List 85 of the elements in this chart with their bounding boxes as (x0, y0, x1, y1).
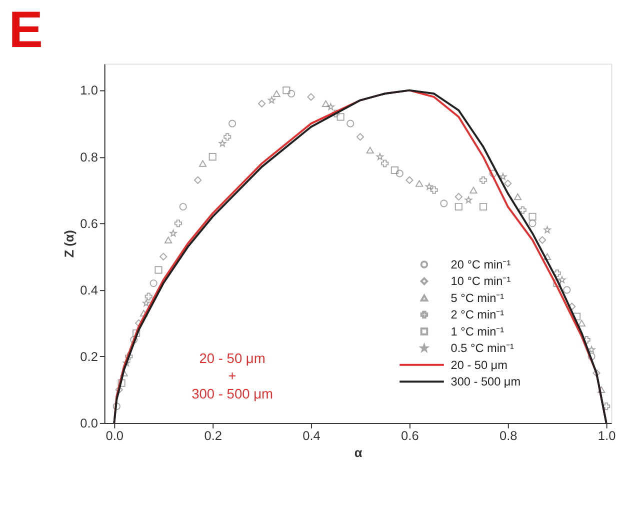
point (558, 276, 566, 284)
legend-label: 20 - 50 μm (450, 358, 508, 372)
point (376, 153, 384, 160)
point (440, 200, 448, 208)
point (258, 100, 266, 108)
point (208, 153, 216, 161)
point (479, 202, 488, 211)
point (224, 133, 232, 141)
point (160, 252, 168, 260)
point (282, 86, 290, 94)
point (194, 176, 202, 184)
y-tick-label: 0.4 (80, 282, 98, 298)
point (346, 120, 354, 128)
x-tick-label: 0.4 (302, 428, 320, 444)
point (112, 402, 120, 410)
y-tick-label: 0.0 (80, 415, 98, 430)
point (588, 346, 596, 353)
point (179, 202, 187, 211)
legend-label: 20 °C min⁻¹ (450, 257, 511, 272)
point (518, 206, 526, 214)
point (150, 279, 158, 288)
point (464, 196, 472, 204)
annotation: 20 - 50 μm + 300 - 500 μm (192, 350, 273, 402)
point (164, 236, 172, 244)
y-tick-label: 0.2 (80, 348, 98, 364)
point (470, 186, 478, 194)
y-tick-label: 1.0 (80, 82, 98, 98)
point (479, 176, 488, 184)
point (144, 292, 152, 300)
y-axis-title: Z (α) (61, 230, 76, 258)
point (198, 160, 207, 167)
legend-label: 5 °C min⁻¹ (450, 290, 504, 305)
point (578, 320, 586, 327)
point (170, 230, 177, 237)
chart-title: E (8, 0, 43, 58)
point (602, 402, 610, 410)
point (528, 220, 536, 228)
legend-label: 2 °C min⁻¹ (450, 308, 504, 322)
point (598, 386, 606, 394)
x-tick-label: 0.2 (204, 428, 222, 444)
point (366, 146, 374, 154)
point (356, 133, 364, 141)
point (553, 269, 561, 278)
point (543, 253, 552, 260)
point (268, 96, 276, 104)
point (528, 212, 536, 221)
legend-label: 10 °C min⁻¹ (450, 274, 511, 288)
point (416, 180, 424, 187)
y-tick-label: 0.6 (80, 216, 98, 231)
point (327, 103, 334, 110)
point (430, 186, 438, 194)
point (454, 202, 462, 211)
point (218, 140, 226, 147)
point (142, 299, 150, 306)
x-tick-label: 0.8 (499, 428, 518, 444)
point (336, 113, 344, 121)
point (588, 352, 596, 360)
legend-label: 0.5 °C min⁻¹ (450, 341, 514, 356)
legend-label: 300 - 500 μm (450, 374, 521, 389)
point (396, 170, 404, 178)
point (288, 90, 296, 98)
x-axis-title: α (354, 444, 362, 460)
point (514, 193, 522, 200)
point (454, 192, 462, 201)
point (381, 160, 389, 168)
point (174, 220, 182, 228)
point (307, 93, 315, 101)
x-tick-label: 1.0 (598, 428, 616, 444)
point (322, 100, 330, 107)
x-tick-label: 0.6 (401, 428, 419, 444)
point (406, 176, 414, 184)
point (272, 90, 280, 97)
legend-label: 1 °C min⁻¹ (450, 324, 504, 338)
point (390, 166, 398, 174)
point (118, 379, 126, 387)
y-tick-label: 0.8 (80, 149, 98, 164)
point (154, 266, 162, 274)
point (544, 226, 551, 234)
x-tick-label: 0.0 (106, 428, 124, 444)
point (563, 286, 571, 294)
point (504, 180, 512, 188)
point (538, 236, 546, 244)
point (426, 182, 433, 190)
point (499, 173, 507, 180)
point (228, 120, 236, 128)
